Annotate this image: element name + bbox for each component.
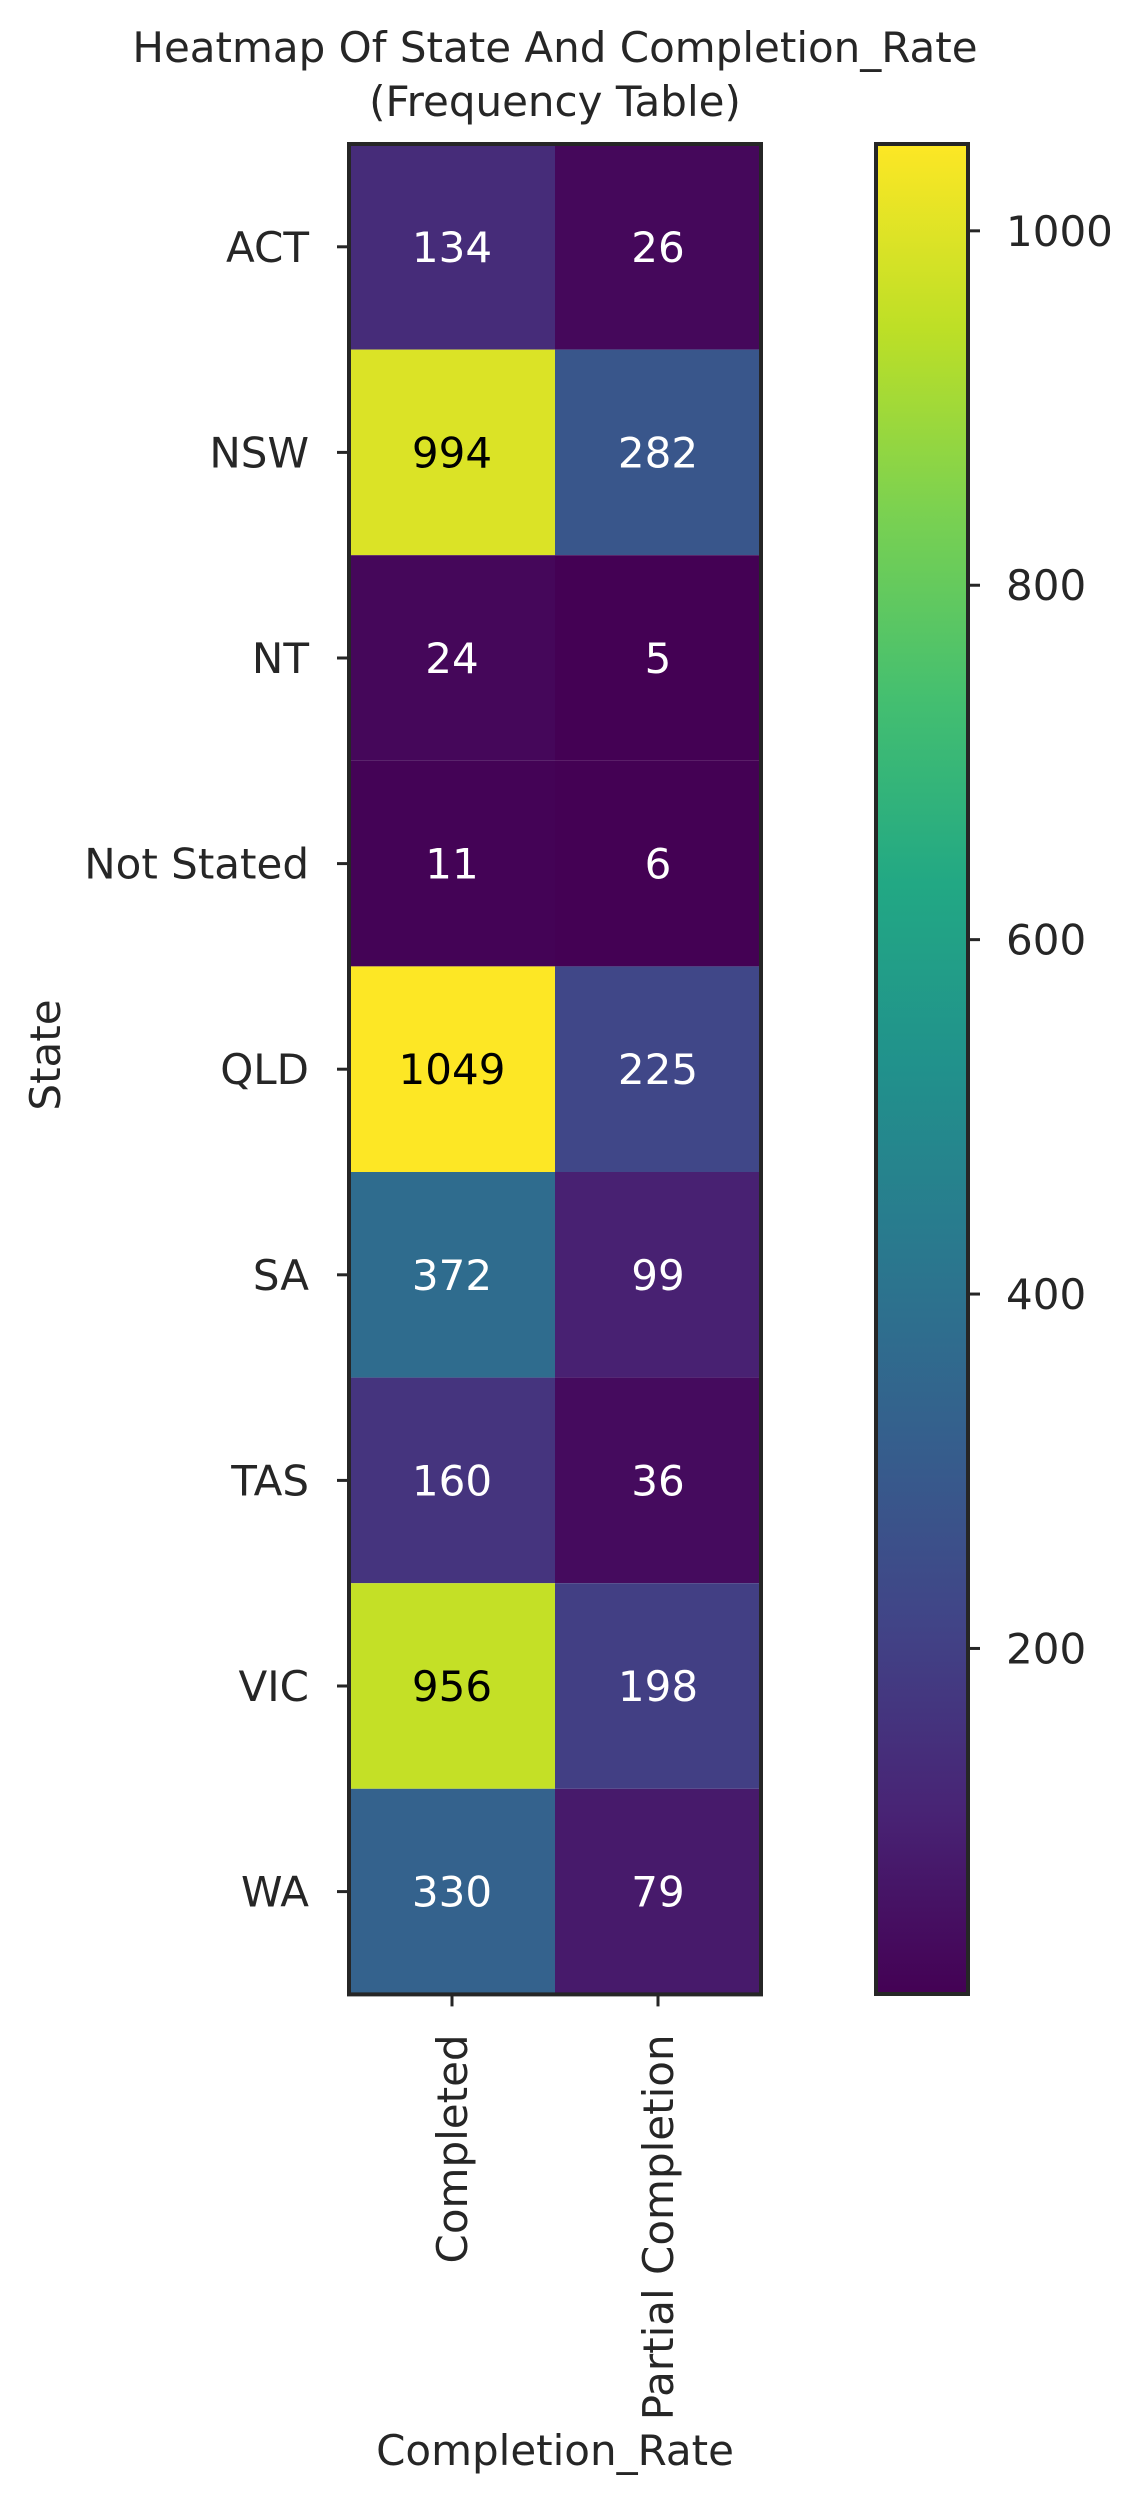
heatmap-cell: [349, 966, 555, 1172]
heatmap-cells: 134 26 994 282 24 5 11 6 1049 225 372 99 160 36 956 198…: [347, 142, 763, 1997]
cell-value-label: 160: [412, 1456, 492, 1505]
cell-value-label: 5: [645, 634, 672, 683]
cell-value-label: 330: [412, 1868, 492, 1917]
cell-value-label: 26: [631, 223, 684, 272]
heatmap-cell: [349, 349, 555, 556]
heatmap-cell: [555, 349, 761, 556]
heatmap-cell: [555, 144, 761, 350]
heatmap-cell: [555, 760, 761, 967]
cell-value-label: 225: [618, 1045, 698, 1094]
y-tick-labels: ACT NSW NT Not Stated QLD SA TAS VIC WA: [84, 223, 349, 1917]
heatmap-cell: [555, 1377, 761, 1584]
colorbar-tick-label: 800: [1006, 561, 1086, 610]
cell-value-label: 134: [412, 223, 492, 272]
y-tick-label: VIC: [239, 1662, 309, 1711]
heatmap-cell: [555, 966, 761, 1172]
heatmap-cell: [349, 760, 555, 967]
colorbar-tick-label: 1000: [1006, 207, 1113, 256]
heatmap-cell: [349, 144, 555, 350]
y-axis-label: State: [21, 999, 70, 1110]
y-tick-label: NT: [252, 634, 309, 683]
heatmap-cell: [555, 1788, 761, 1995]
cell-value-label: 99: [631, 1251, 684, 1300]
y-tick-label: Not Stated: [84, 840, 309, 889]
y-tick-label: QLD: [220, 1045, 309, 1094]
colorbar-tick-label: 200: [1006, 1624, 1086, 1673]
y-tick-label: TAS: [230, 1456, 309, 1505]
heatmap-cell: [349, 555, 555, 761]
x-tick-label: Completed: [428, 2034, 477, 2263]
heatmap-cell: [349, 1377, 555, 1584]
x-axis-label: Completion_Rate: [376, 2426, 734, 2475]
cell-value-label: 956: [412, 1662, 492, 1711]
heatmap-cell: [349, 1583, 555, 1789]
y-tick-label: SA: [253, 1251, 309, 1300]
cell-value-label: 11: [425, 840, 478, 889]
chart-title-line1: Heatmap Of State And Completion_Rate: [132, 23, 977, 72]
heatmap-cell: [555, 555, 761, 761]
heatmap-cell: [349, 1172, 555, 1378]
heatmap-cell: [555, 1583, 761, 1789]
cell-value-label: 36: [631, 1456, 684, 1505]
colorbar-gradient: [874, 142, 970, 1996]
y-tick-label: ACT: [226, 223, 309, 272]
cell-value-label: 1049: [399, 1045, 506, 1094]
colorbar: 200 400 600 800 1000: [874, 142, 1113, 1996]
cell-value-label: 282: [618, 428, 698, 477]
cell-value-label: 198: [618, 1662, 698, 1711]
heatmap-cell: [349, 1788, 555, 1995]
y-tick-label: WA: [241, 1868, 309, 1917]
x-tick-labels: Completed Partial Completion: [428, 1994, 683, 2420]
cell-value-label: 994: [412, 428, 492, 477]
heatmap-cell: [555, 1172, 761, 1378]
x-tick-label: Partial Completion: [634, 2034, 683, 2420]
y-tick-label: NSW: [209, 428, 309, 477]
colorbar-tick-label: 600: [1006, 916, 1086, 965]
chart-title-line2: (Frequency Table): [369, 77, 741, 126]
cell-value-label: 24: [425, 634, 478, 683]
colorbar-tick-label: 400: [1006, 1270, 1086, 1319]
cell-value-label: 79: [631, 1868, 684, 1917]
cell-value-label: 6: [645, 840, 672, 889]
cell-value-label: 372: [412, 1251, 492, 1300]
